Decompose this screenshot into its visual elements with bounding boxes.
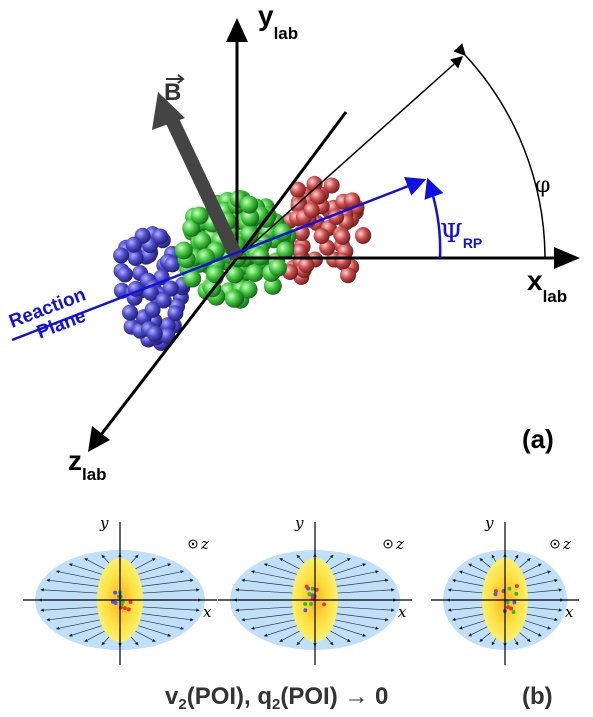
nucleon (206, 265, 224, 283)
caption: v2(POI), q2(POI) → 0 (165, 683, 388, 713)
nucleon (340, 267, 356, 283)
participant (512, 600, 516, 604)
small-z-label: z (395, 535, 404, 553)
y-main: y (258, 0, 274, 31)
participant (311, 587, 315, 591)
psi-arc (428, 180, 440, 258)
phi-label: φ (535, 173, 550, 198)
small-panel: y x z (23, 514, 217, 665)
participant (514, 592, 518, 596)
panel-a-label: (a) (522, 424, 554, 454)
participant (512, 610, 516, 614)
phi-arc (465, 55, 545, 258)
small-x-label: x (565, 603, 574, 621)
panel-b-label: (b) (522, 683, 553, 710)
small-x-label: x (398, 603, 407, 621)
x-arrow (554, 247, 580, 269)
small-panel: y x z (431, 514, 579, 665)
participant (308, 592, 312, 596)
nucleon (225, 290, 243, 308)
small-y-label: y (99, 514, 109, 532)
nucleon (246, 264, 264, 282)
participant (113, 591, 117, 595)
out-of-page-dot (387, 543, 389, 545)
psi-sub: RP (463, 235, 482, 251)
participant (127, 607, 131, 611)
participant (322, 602, 326, 606)
field-label: B (164, 79, 181, 106)
small-z-label: z (562, 535, 571, 553)
participant (129, 600, 133, 604)
participant (305, 585, 309, 589)
caption-part: (POI), q (187, 683, 272, 710)
caption-sub: 2 (178, 696, 186, 713)
participant (114, 601, 118, 605)
z-arrow (88, 426, 110, 452)
small-y-label: y (484, 514, 494, 532)
participant (493, 592, 497, 596)
x-label: xlab (527, 265, 567, 306)
z-label: zlab (68, 445, 107, 484)
small-panel: y x z (218, 514, 412, 665)
participant (506, 605, 510, 609)
nucleon (167, 305, 183, 321)
small-x-label: x (203, 603, 212, 621)
caption-sub: 2 (272, 696, 280, 713)
small-y-label: y (294, 514, 304, 532)
small-panels: y x z y x z y x z (23, 514, 579, 665)
psi-symbol: Ψ (440, 219, 463, 249)
nucleon (335, 253, 351, 269)
nucleon (152, 228, 168, 244)
caption-part: (POI) → 0 (280, 683, 388, 710)
participant (309, 602, 313, 606)
nucleon (147, 326, 163, 342)
out-of-page-dot (192, 543, 194, 545)
caption-part: v (165, 683, 179, 710)
y-sub: lab (274, 24, 299, 43)
small-z-label: z (200, 535, 209, 553)
nucleon (122, 305, 138, 321)
participant (123, 606, 127, 610)
x-main: x (527, 265, 543, 296)
psi-label: ΨRP (440, 219, 482, 251)
nucleon (269, 259, 287, 277)
nucleon (191, 207, 209, 225)
z-sub: lab (82, 465, 107, 484)
nucleon (175, 241, 193, 259)
nucleon (304, 202, 320, 218)
y-label: ylab (258, 0, 298, 43)
participant (303, 608, 307, 612)
nucleon (355, 228, 371, 244)
x-sub: lab (543, 287, 568, 306)
y-arrow (226, 18, 248, 42)
participant (515, 584, 519, 588)
nucleon (240, 196, 258, 214)
nucleon (314, 228, 330, 244)
out-of-page-dot (554, 543, 556, 545)
nucleon (117, 266, 133, 282)
z-main: z (68, 445, 82, 476)
nucleon (334, 229, 350, 245)
participant (506, 600, 510, 604)
nucleon (126, 237, 142, 253)
nucleon (324, 177, 340, 193)
figure: B Reaction Plane ΨRP φ ylab xlab zlab (a… (0, 0, 593, 717)
nucleon (113, 247, 129, 263)
nuclei (113, 176, 371, 351)
nucleon (156, 292, 172, 308)
participant (507, 587, 511, 591)
participant (303, 602, 307, 606)
